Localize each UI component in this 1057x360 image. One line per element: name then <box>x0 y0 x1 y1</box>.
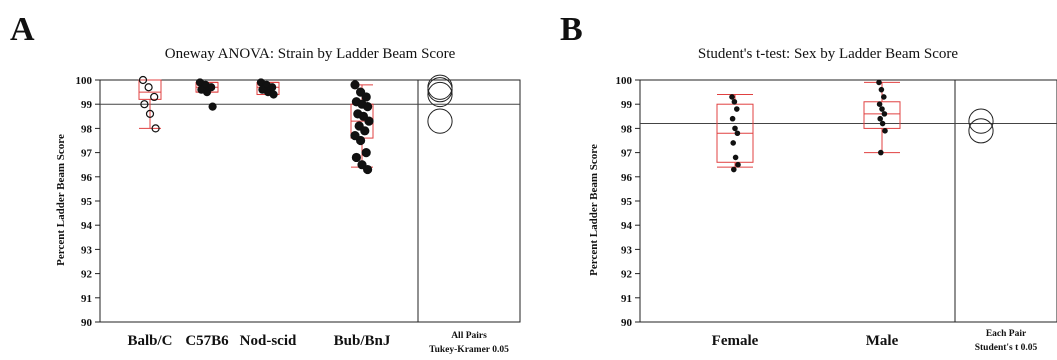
data-point-a <box>202 87 212 97</box>
data-point-b <box>730 166 737 173</box>
y-tick-label-a: 95 <box>81 196 93 208</box>
y-tick-label-a: 91 <box>81 293 92 305</box>
data-point-a <box>361 92 371 102</box>
data-point-a <box>350 80 360 90</box>
y-axis-label-a: Percent Ladder Beam Score <box>55 134 67 266</box>
data-point-b <box>730 140 737 146</box>
data-point-b <box>880 94 887 100</box>
data-point-b <box>735 161 741 168</box>
comparison-circle-a <box>427 81 453 108</box>
data-point-a <box>356 135 366 146</box>
category-label-b: Female <box>712 333 759 349</box>
data-point-b <box>732 154 739 161</box>
chart-title-b: Student's t-test: Sex by Ladder Beam Sco… <box>698 46 958 62</box>
data-point-b <box>734 130 741 137</box>
y-tick-label-a: 96 <box>81 172 93 184</box>
data-point-a <box>360 126 370 136</box>
y-tick-label-b: 99 <box>621 99 633 111</box>
panel-letter-b: B <box>560 11 583 48</box>
category-label-a: Balb/C <box>127 333 172 349</box>
data-point-b <box>876 101 883 108</box>
comparison-label-line2-b: Student's t 0.05 <box>975 343 1038 353</box>
chart-title-a: Oneway ANOVA: Strain by Ladder Beam Scor… <box>165 46 456 62</box>
comparison-circle-a <box>427 108 453 134</box>
data-point-b <box>733 106 740 112</box>
data-point-b <box>881 111 888 117</box>
y-tick-label-b: 95 <box>621 196 633 208</box>
data-point-a <box>145 109 155 118</box>
y-tick-label-b: 97 <box>621 148 633 160</box>
data-point-a <box>269 90 278 99</box>
plot-frame-a <box>99 79 521 323</box>
comparison-circle-b <box>968 118 994 144</box>
plot-area-b: 90 91 92 93 94 95 96 97 98 99 100 Female Male Each Pa… <box>616 75 1057 353</box>
comparison-label-line2-a: Tukey-Kramer 0.05 <box>429 345 509 355</box>
data-point-a <box>138 75 148 85</box>
data-point-b <box>729 94 735 100</box>
y-tick-label-b: 91 <box>621 293 632 305</box>
data-point-b <box>729 115 736 122</box>
plot-area-a: 90 91 92 93 94 95 96 97 98 99 100 Balb/C C57B6 Nod-sc… <box>76 74 521 355</box>
y-tick-label-a: 100 <box>76 75 93 87</box>
y-tick-label-b: 90 <box>621 317 633 329</box>
comparison-circle-b <box>968 108 994 134</box>
category-label-a: Nod-scid <box>240 333 297 349</box>
data-point-b <box>731 98 738 105</box>
data-point-a <box>364 116 374 126</box>
data-point-a <box>351 152 361 163</box>
data-point-b <box>882 128 888 134</box>
data-point-a <box>363 164 373 175</box>
category-label-a: C57B6 <box>185 333 229 349</box>
y-tick-label-a: 99 <box>81 99 93 111</box>
data-point-b <box>877 115 884 122</box>
y-tick-label-b: 96 <box>621 172 633 184</box>
y-tick-label-a: 93 <box>81 244 93 256</box>
box-a <box>138 79 162 100</box>
data-point-a <box>144 83 153 92</box>
y-tick-label-a: 94 <box>81 220 93 232</box>
plot-frame-b <box>639 79 1057 323</box>
comparison-circle-a <box>427 77 453 103</box>
y-tick-label-b: 93 <box>621 244 633 256</box>
data-point-a <box>151 124 160 133</box>
data-point-b <box>879 106 885 112</box>
comparison-label-line1-a: All Pairs <box>451 331 487 341</box>
y-tick-label-a: 98 <box>81 123 93 135</box>
comparison-label-line1-b: Each Pair <box>986 329 1027 339</box>
y-tick-label-a: 90 <box>81 317 93 329</box>
data-point-a <box>150 92 159 102</box>
y-tick-label-b: 98 <box>621 123 633 135</box>
data-point-a <box>208 102 217 111</box>
panel-letter-a: A <box>10 11 35 48</box>
y-tick-label-b: 100 <box>616 75 633 87</box>
data-point-b <box>877 149 884 156</box>
data-point-b <box>879 120 886 127</box>
data-point-b <box>876 79 882 86</box>
data-point-b <box>732 125 738 132</box>
data-point-a <box>140 100 149 109</box>
data-point-a <box>363 102 373 112</box>
box-b <box>863 101 901 129</box>
y-tick-label-b: 94 <box>621 220 633 232</box>
y-tick-label-a: 92 <box>81 269 93 281</box>
y-axis-label-b: Percent Ladder Beam Score <box>588 144 600 276</box>
data-point-a <box>361 148 371 158</box>
y-tick-label-b: 92 <box>621 269 633 281</box>
category-label-b: Male <box>866 333 899 349</box>
data-point-b <box>878 86 885 93</box>
category-label-a: Bub/BnJ <box>334 333 391 349</box>
comparison-circle-a <box>427 74 453 100</box>
y-tick-label-a: 97 <box>81 148 93 160</box>
